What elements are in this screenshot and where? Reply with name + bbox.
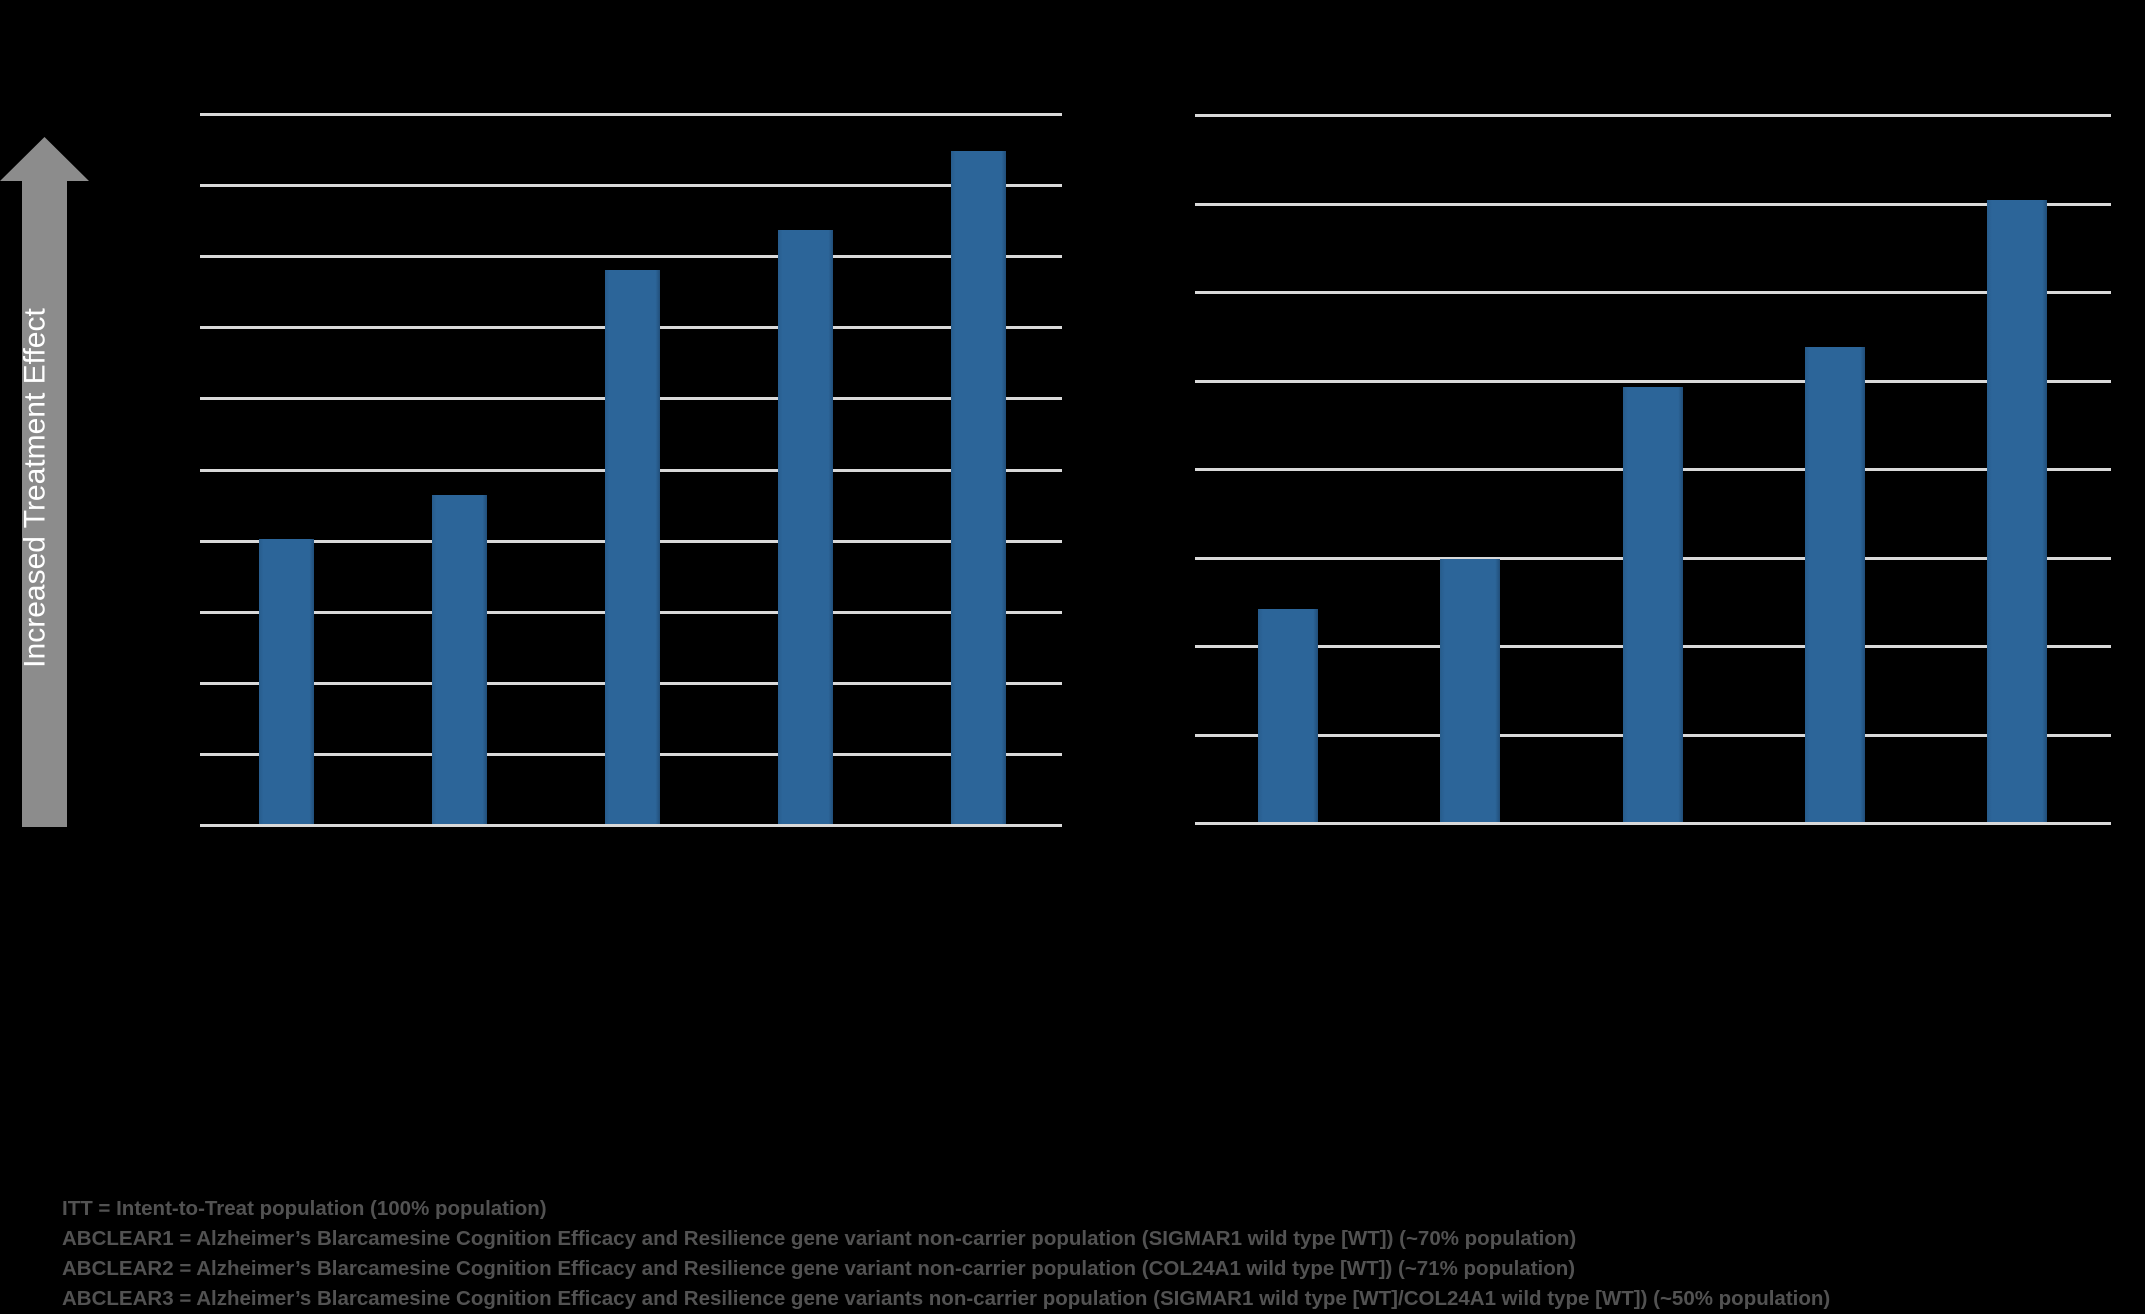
svg-text:Increased Treatment Effect: Increased Treatment Effect xyxy=(19,308,52,668)
